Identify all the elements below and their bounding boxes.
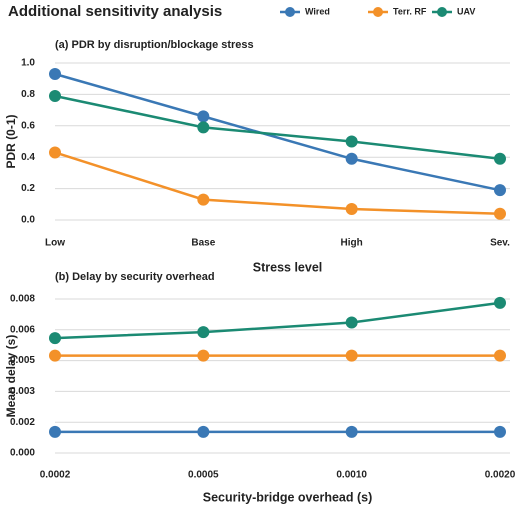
x-tick-label: High [341,238,363,249]
data-point [494,349,506,362]
x-tick-label: 0.0005 [188,470,219,481]
data-point [49,349,61,362]
x-tick-label: 0.0020 [485,470,516,481]
y-tick-label: 0.0 [21,215,35,226]
data-point [345,152,358,165]
data-point [49,89,61,102]
data-point [494,184,506,197]
data-point [49,146,61,159]
data-point [345,349,358,362]
y-tick-label: 0.6 [21,120,35,131]
x-tick-label: Low [45,238,65,249]
data-point [345,316,358,329]
data-point [494,207,506,220]
y-tick-label: 0.006 [10,324,35,335]
data-point [197,425,210,438]
y-axis-title: PDR (0-1) [4,114,18,168]
series-line [54,151,501,215]
data-point [49,332,61,345]
data-point [197,349,210,362]
data-point [345,135,358,148]
x-axis-title: Security-bridge overhead (s) [203,490,373,504]
y-tick-label: 0.008 [10,294,35,305]
legend-marker [437,7,447,17]
figure-title: Additional sensitivity analysis [8,3,222,20]
series-line [54,72,501,192]
chart-title: (b) Delay by security overhead [55,271,215,283]
data-point [197,110,210,123]
series-line [54,301,501,340]
x-axis-title: Stress level [253,260,323,274]
y-tick-label: 0.000 [10,448,35,459]
data-point [49,67,61,80]
data-point [494,425,506,438]
legend-marker [373,7,383,17]
data-point [197,326,210,339]
y-tick-label: 0.005 [10,355,35,366]
legend-label: UAV [457,6,475,16]
data-point [345,203,358,216]
y-tick-label: 1.0 [21,58,35,69]
data-point [197,193,210,206]
y-tick-label: 0.8 [21,89,35,100]
x-tick-label: Sev. [490,238,510,249]
y-tick-label: 0.4 [21,152,35,163]
data-point [197,121,210,134]
x-tick-label: 0.0002 [40,470,71,481]
data-point [345,425,358,438]
legend-label: Terr. RF [393,6,427,16]
chart-title: (a) PDR by disruption/blockage stress [55,39,254,51]
data-point [49,425,61,438]
legend-marker [285,7,295,17]
data-point [494,296,506,309]
x-tick-label: Base [191,238,215,249]
y-tick-label: 0.002 [10,417,35,428]
y-tick-label: 0.2 [21,183,35,194]
x-tick-label: 0.0010 [336,470,367,481]
legend-label: Wired [305,6,330,16]
y-axis-title: Mean delay (s) [4,335,18,418]
data-point [494,152,506,165]
series-line [54,94,501,161]
y-tick-label: 0.003 [10,386,35,397]
